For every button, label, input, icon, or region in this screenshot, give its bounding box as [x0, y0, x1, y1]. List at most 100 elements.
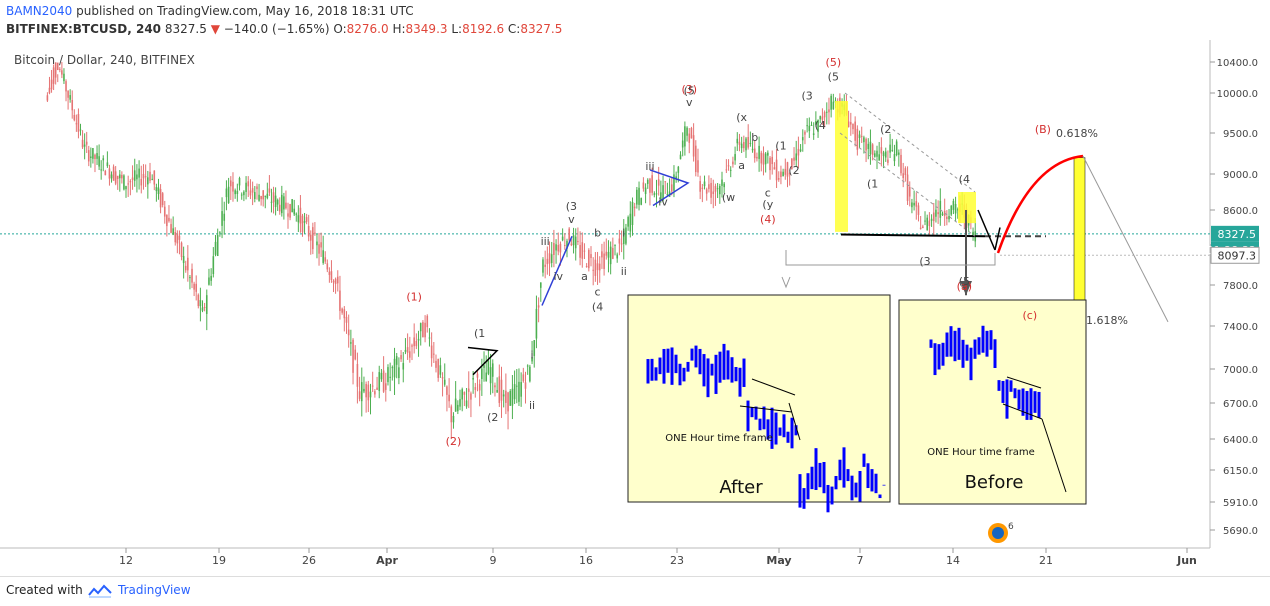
neckline — [840, 233, 986, 238]
candle-body — [378, 372, 381, 391]
projection-arc — [996, 154, 1084, 254]
candle-body — [402, 363, 405, 370]
x-tick-label: 23 — [670, 554, 684, 567]
candle-body — [343, 309, 346, 319]
candle-body — [411, 345, 413, 347]
y-tick-label: 5690.0 — [1223, 526, 1258, 537]
candle-body — [285, 202, 287, 209]
candle-body — [526, 365, 529, 367]
candle-body — [301, 215, 304, 233]
open-label: O: — [333, 22, 347, 36]
candle-body — [69, 95, 71, 100]
candle-body — [788, 172, 791, 175]
candle-body — [705, 189, 708, 194]
candle-body — [710, 182, 712, 198]
candle-body — [127, 183, 129, 185]
price-chart[interactable]: 10400.010000.09500.09000.08600.08200.078… — [0, 40, 1270, 576]
candle-body — [849, 122, 852, 125]
candle-body — [467, 388, 470, 392]
candle-body — [245, 182, 247, 192]
candle-body — [891, 149, 894, 151]
candle-body — [799, 149, 802, 152]
low-label: L: — [451, 22, 463, 36]
wave-label: iii — [645, 160, 654, 173]
candle-body — [223, 213, 226, 221]
candle-body — [219, 232, 221, 234]
candle-body — [876, 150, 878, 157]
candle-body — [112, 166, 115, 181]
candle-body — [457, 404, 459, 412]
wave-label: (1 — [867, 178, 878, 191]
chart-title: Bitcoin / Dollar, 240, BITFINEX — [14, 53, 195, 67]
candle-body — [874, 153, 876, 157]
candle-body — [561, 236, 564, 241]
candle-body — [922, 226, 924, 229]
candle-body — [817, 119, 819, 132]
candle-body — [157, 187, 160, 195]
candle-body — [598, 263, 601, 271]
candle-body — [719, 186, 721, 195]
candle-body — [249, 190, 252, 196]
candle-body — [328, 271, 331, 275]
ohlc-line: BITFINEX:BTCUSD, 240 8327.5 ▼ −140.0 (−1… — [6, 22, 562, 36]
candle-body — [195, 283, 198, 292]
candle-body — [823, 112, 826, 118]
candle-body — [398, 367, 400, 379]
candle-body — [509, 390, 512, 406]
candle-body — [865, 138, 867, 151]
candle-body — [151, 178, 153, 180]
candle-body — [930, 218, 933, 221]
close-label: C: — [507, 22, 521, 36]
wave-label: c — [765, 187, 771, 200]
candle-body — [155, 187, 158, 192]
candle-body — [592, 269, 594, 271]
candle-body — [266, 193, 269, 199]
after-channel-lower — [739, 405, 793, 413]
candle-body — [274, 195, 277, 208]
tradingview-link[interactable]: TradingView — [118, 583, 191, 597]
after-caption: ONE Hour time frame — [665, 433, 773, 444]
y-tick-label: 7800.0 — [1223, 281, 1258, 292]
candle-body — [884, 151, 887, 158]
wave-label: (1 — [775, 139, 786, 152]
wave-label: i — [531, 348, 534, 361]
wave-label: (4 — [815, 119, 826, 132]
candle-body — [85, 141, 88, 145]
candle-body — [426, 315, 429, 328]
author-link[interactable]: BAMN2040 — [6, 4, 73, 18]
candle-body — [502, 394, 505, 397]
candle-body — [972, 231, 974, 238]
candle-body — [533, 340, 536, 356]
candle-body — [743, 142, 745, 149]
y-tick-label: 5910.0 — [1223, 498, 1258, 509]
candle-body — [102, 158, 105, 161]
candle-body — [664, 181, 667, 183]
candle-body — [928, 220, 931, 227]
candle-body — [542, 259, 544, 273]
candle-body — [191, 268, 193, 283]
wave-label: (3 — [919, 255, 930, 268]
triangle-middle — [649, 169, 690, 207]
candle-body — [758, 145, 760, 159]
candle-body — [419, 323, 422, 332]
close-value: 8327.5 — [520, 22, 563, 36]
candle-body — [96, 153, 98, 159]
wave-label: (5 — [828, 71, 839, 84]
candle-body — [240, 194, 243, 196]
y-tick-label: 9500.0 — [1223, 129, 1258, 140]
candle-body — [622, 229, 625, 244]
candle-body — [793, 157, 795, 161]
candle-body — [297, 215, 300, 223]
candle-body — [332, 280, 335, 283]
candle-body — [616, 254, 619, 259]
candle-body — [911, 202, 913, 208]
candle-body — [511, 388, 514, 406]
candle-body — [491, 363, 494, 377]
candle-body — [485, 372, 488, 382]
after-inset: ONE Hour time frame After — [627, 294, 891, 513]
candle-body — [316, 241, 318, 246]
projection-fall — [1082, 155, 1169, 323]
candle-body — [924, 220, 926, 222]
candle-body — [404, 349, 407, 352]
candle-body — [125, 186, 127, 190]
